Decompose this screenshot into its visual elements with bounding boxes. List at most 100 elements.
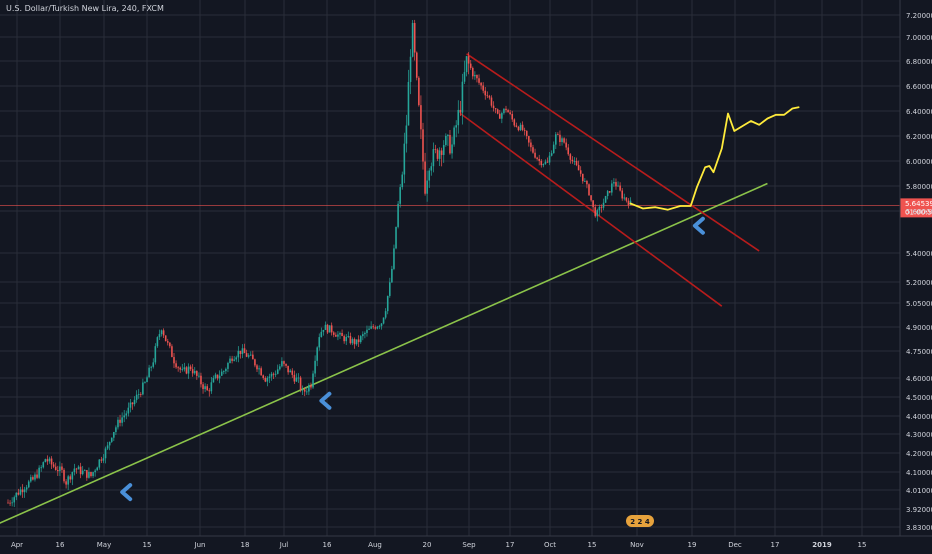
candle-body[interactable] xyxy=(532,147,534,153)
candle-body[interactable] xyxy=(442,145,445,155)
candle-body[interactable] xyxy=(164,335,167,342)
candle-body[interactable] xyxy=(256,365,258,370)
candle-body[interactable] xyxy=(546,161,549,163)
candle-body[interactable] xyxy=(113,432,115,438)
candle-body[interactable] xyxy=(515,125,518,127)
candle-body[interactable] xyxy=(110,437,113,442)
candle-body[interactable] xyxy=(322,329,325,332)
candle-body[interactable] xyxy=(204,386,206,390)
candle-body[interactable] xyxy=(21,489,24,493)
candle-body[interactable] xyxy=(179,367,182,370)
candle-body[interactable] xyxy=(472,67,474,77)
candle-body[interactable] xyxy=(23,489,26,493)
candle-body[interactable] xyxy=(517,126,520,131)
candle-body[interactable] xyxy=(330,325,333,333)
candle-body[interactable] xyxy=(104,448,107,459)
candle-body[interactable] xyxy=(455,125,457,128)
candle-body[interactable] xyxy=(293,374,296,382)
candle-body[interactable] xyxy=(393,248,395,269)
candle-body[interactable] xyxy=(611,183,613,193)
candle-body[interactable] xyxy=(370,326,372,329)
candle-body[interactable] xyxy=(297,377,300,379)
candle-body[interactable] xyxy=(503,108,505,114)
candle-body[interactable] xyxy=(474,75,476,77)
candle-body[interactable] xyxy=(200,375,202,385)
candle-body[interactable] xyxy=(482,85,484,91)
candle-body[interactable] xyxy=(262,375,265,378)
candle-body[interactable] xyxy=(61,466,63,470)
candle-body[interactable] xyxy=(592,200,594,208)
candle-body[interactable] xyxy=(521,124,524,130)
candle-body[interactable] xyxy=(303,389,306,392)
candle-body[interactable] xyxy=(13,497,16,503)
candle-body[interactable] xyxy=(341,332,343,337)
candle-body[interactable] xyxy=(608,191,611,193)
candle-body[interactable] xyxy=(32,477,34,480)
candle-body[interactable] xyxy=(42,462,45,468)
candle-body[interactable] xyxy=(38,467,40,478)
candle-body[interactable] xyxy=(573,161,576,162)
event-badge[interactable] xyxy=(626,515,654,527)
candle-body[interactable] xyxy=(48,458,51,462)
candle-body[interactable] xyxy=(63,469,65,482)
candle-body[interactable] xyxy=(247,355,250,357)
candle-layer[interactable] xyxy=(7,19,632,508)
candle-body[interactable] xyxy=(569,154,572,160)
candle-body[interactable] xyxy=(34,474,36,480)
candle-body[interactable] xyxy=(69,476,72,480)
candle-body[interactable] xyxy=(351,339,354,344)
candle-body[interactable] xyxy=(380,323,383,327)
channel-lower-line[interactable] xyxy=(459,112,723,307)
candle-body[interactable] xyxy=(490,97,493,106)
candle-body[interactable] xyxy=(181,369,184,370)
candle-body[interactable] xyxy=(225,368,227,372)
candle-body[interactable] xyxy=(19,489,22,495)
candle-body[interactable] xyxy=(276,369,279,374)
candle-body[interactable] xyxy=(152,362,155,367)
candle-body[interactable] xyxy=(54,466,57,471)
candle-body[interactable] xyxy=(258,368,260,370)
candle-body[interactable] xyxy=(57,470,59,472)
candle-body[interactable] xyxy=(169,342,171,347)
candle-body[interactable] xyxy=(326,324,329,333)
candle-body[interactable] xyxy=(571,159,574,162)
candle-body[interactable] xyxy=(328,325,331,333)
candle-body[interactable] xyxy=(187,366,190,374)
candle-body[interactable] xyxy=(463,72,466,82)
candle-body[interactable] xyxy=(511,114,514,120)
candle-body[interactable] xyxy=(312,373,314,388)
candle-body[interactable] xyxy=(15,492,18,498)
candle-body[interactable] xyxy=(40,467,42,469)
candle-body[interactable] xyxy=(362,334,364,337)
candle-body[interactable] xyxy=(7,502,9,504)
candle-body[interactable] xyxy=(140,394,142,395)
candle-body[interactable] xyxy=(131,402,134,405)
candle-body[interactable] xyxy=(270,373,273,377)
candle-body[interactable] xyxy=(372,326,374,328)
candle-body[interactable] xyxy=(534,152,536,158)
candle-body[interactable] xyxy=(542,164,545,166)
candle-body[interactable] xyxy=(193,370,196,374)
candle-body[interactable] xyxy=(627,200,630,206)
candle-body[interactable] xyxy=(285,363,287,366)
candle-body[interactable] xyxy=(343,336,345,342)
candle-body[interactable] xyxy=(160,330,163,335)
candle-body[interactable] xyxy=(73,468,76,473)
candle-body[interactable] xyxy=(480,82,482,86)
candle-body[interactable] xyxy=(115,427,117,433)
candle-body[interactable] xyxy=(447,135,449,136)
candle-body[interactable] xyxy=(96,467,99,471)
candle-body[interactable] xyxy=(557,134,559,136)
candle-body[interactable] xyxy=(374,327,377,329)
candle-body[interactable] xyxy=(391,268,393,283)
candle-body[interactable] xyxy=(17,492,20,495)
candle-body[interactable] xyxy=(451,144,453,154)
candle-body[interactable] xyxy=(606,191,609,197)
candle-body[interactable] xyxy=(621,190,623,199)
candle-body[interactable] xyxy=(233,359,235,361)
candle-body[interactable] xyxy=(424,161,426,194)
candle-body[interactable] xyxy=(316,347,318,361)
candle-body[interactable] xyxy=(438,150,441,159)
candle-body[interactable] xyxy=(117,419,119,428)
candle-body[interactable] xyxy=(513,119,516,126)
